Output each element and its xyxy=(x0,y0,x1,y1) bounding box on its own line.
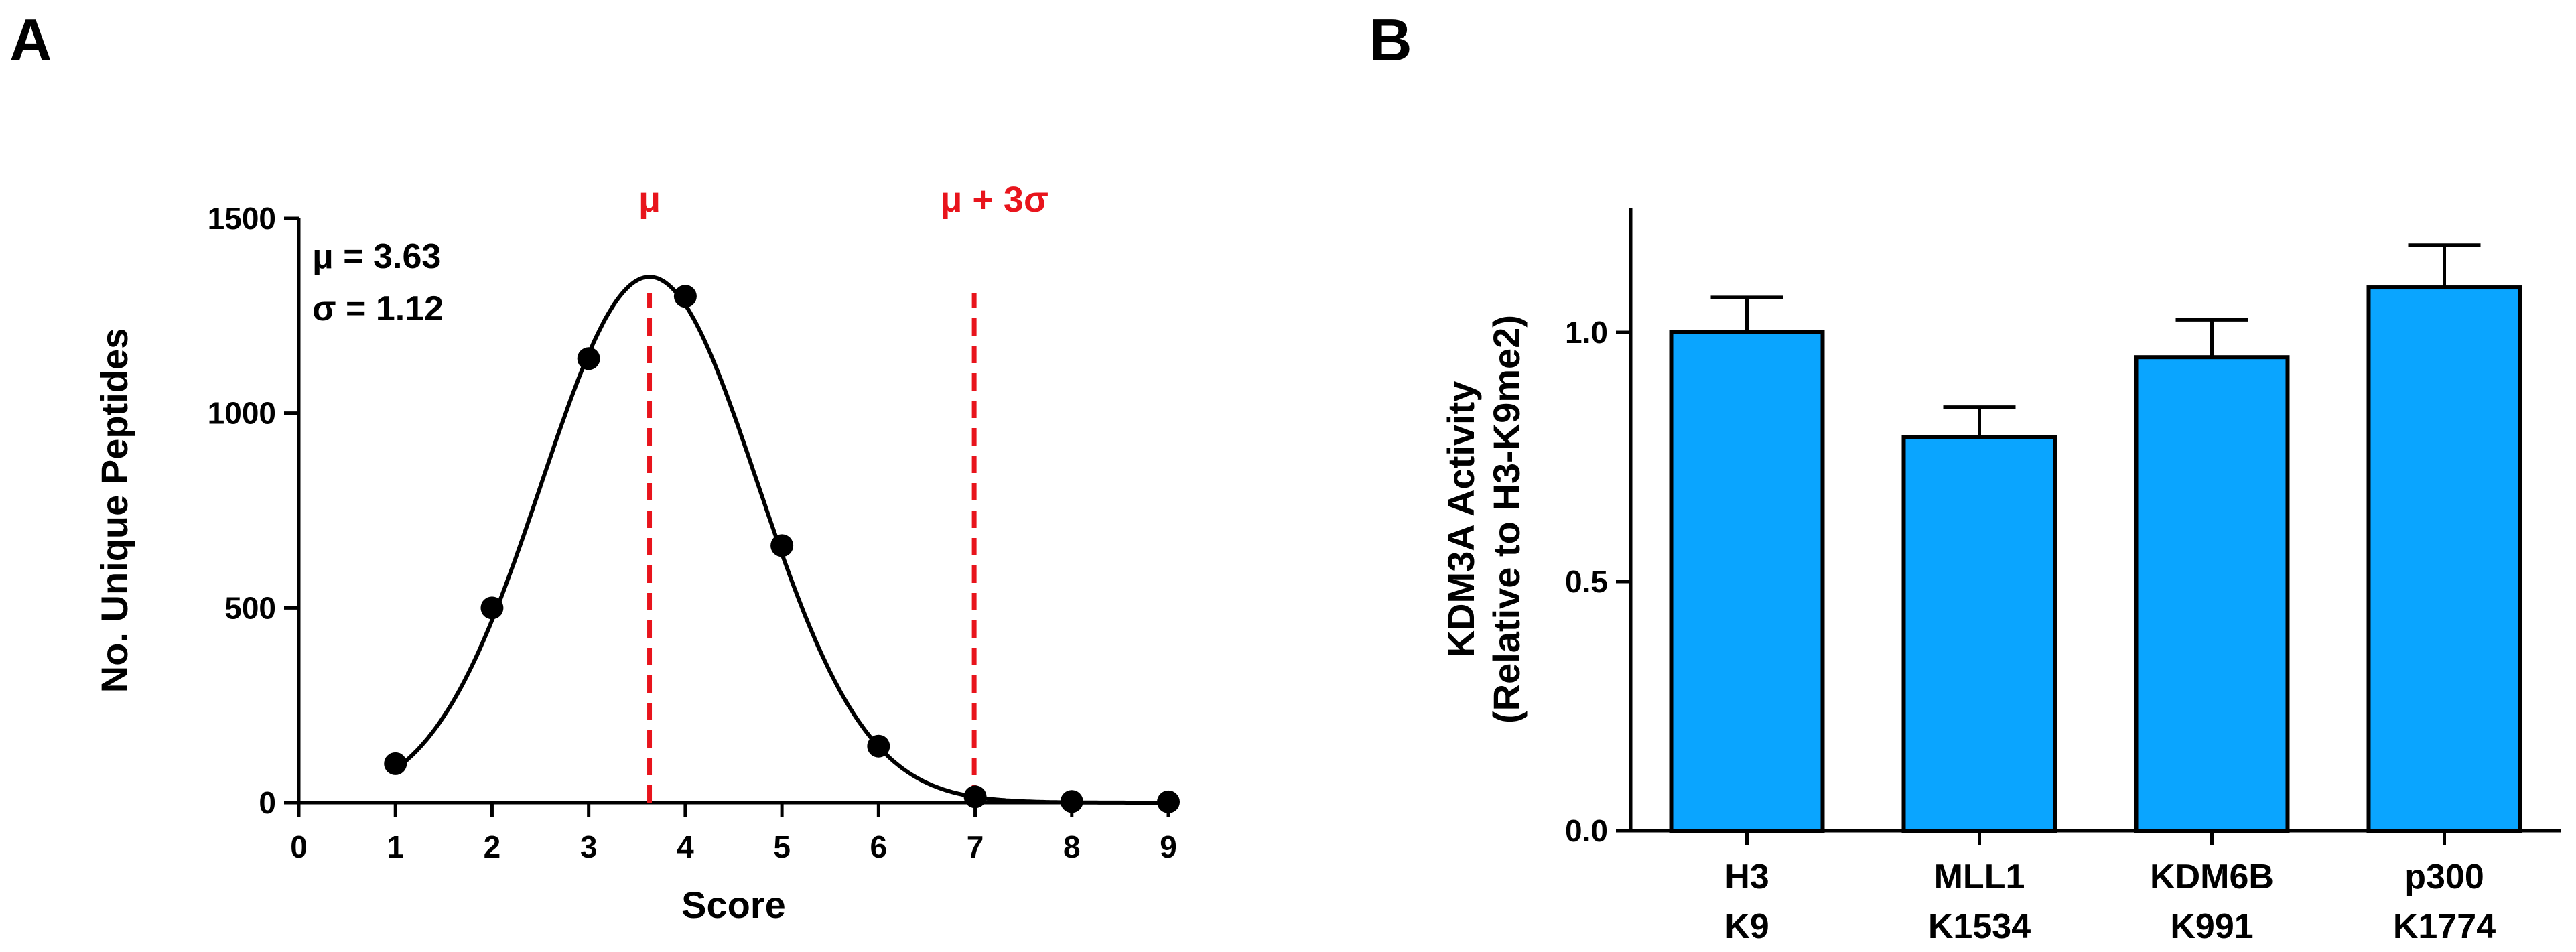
x-tick-label: 9 xyxy=(1160,829,1177,864)
category-label-sub: K1774 xyxy=(2393,907,2496,946)
bar xyxy=(2134,355,2290,833)
data-point xyxy=(1060,790,1083,813)
data-point xyxy=(577,347,600,370)
panel-b-chart: 0.0 0.5 1.0 KDM3A Activity (Relative to H3-K… xyxy=(1440,208,2561,946)
bar xyxy=(1669,330,1825,833)
y-tick-label: 1000 xyxy=(208,396,276,431)
data-point xyxy=(1157,790,1180,813)
y-axis-subtitle: (Relative to H3-K9me2) xyxy=(1485,315,1528,724)
reference-line-label: μ xyxy=(638,180,661,220)
x-tick-label: 3 xyxy=(580,829,598,864)
panel-a-label: A xyxy=(9,7,52,73)
y-tick-label: 0 xyxy=(259,785,276,820)
bar xyxy=(2366,285,2522,833)
data-point xyxy=(480,596,504,620)
bar xyxy=(1901,435,2057,833)
x-tick-label: 0 xyxy=(290,829,308,864)
x-tick-label: 8 xyxy=(1063,829,1081,864)
y-tick-label: 1.0 xyxy=(1565,315,1608,350)
reference-line-label: μ + 3σ xyxy=(940,180,1048,220)
data-point xyxy=(384,752,407,775)
x-tick-label: 5 xyxy=(773,829,791,864)
y-axis-title: KDM3A Activity xyxy=(1440,381,1482,658)
data-point xyxy=(867,734,890,758)
data-point xyxy=(963,785,987,809)
y-axis-title: No. Unique Peptides xyxy=(93,328,135,693)
y-tick-label: 1500 xyxy=(208,201,276,236)
sd-annotation: σ = 1.12 xyxy=(312,289,444,328)
x-tick-label: 2 xyxy=(484,829,501,864)
x-tick-label: 6 xyxy=(870,829,888,864)
y-tick-label: 0.5 xyxy=(1565,564,1608,599)
data-point xyxy=(673,285,697,308)
x-tick-label: 1 xyxy=(387,829,404,864)
data-point xyxy=(770,534,794,557)
y-tick-label: 500 xyxy=(224,590,276,625)
category-label-sub: K991 xyxy=(2170,907,2253,946)
x-tick-label: 7 xyxy=(967,829,984,864)
category-label: KDM6B xyxy=(2150,858,2274,896)
y-tick-label: 0.0 xyxy=(1565,813,1608,848)
category-label: H3 xyxy=(1724,858,1769,896)
x-tick-label: 4 xyxy=(677,829,694,864)
x-axis-title: Score xyxy=(681,884,786,926)
category-label-sub: K9 xyxy=(1724,907,1769,946)
panel-b-label: B xyxy=(1369,7,1412,73)
category-label-sub: K1534 xyxy=(1928,907,2031,946)
panel-a-chart: 0 1 2 3 4 5 6 7 8 9 0 500 1000 1500 Score No. Unique Pe… xyxy=(93,180,1180,926)
category-label: MLL1 xyxy=(1934,858,2025,896)
category-label: p300 xyxy=(2404,858,2484,896)
mean-annotation: μ = 3.63 xyxy=(312,237,441,276)
